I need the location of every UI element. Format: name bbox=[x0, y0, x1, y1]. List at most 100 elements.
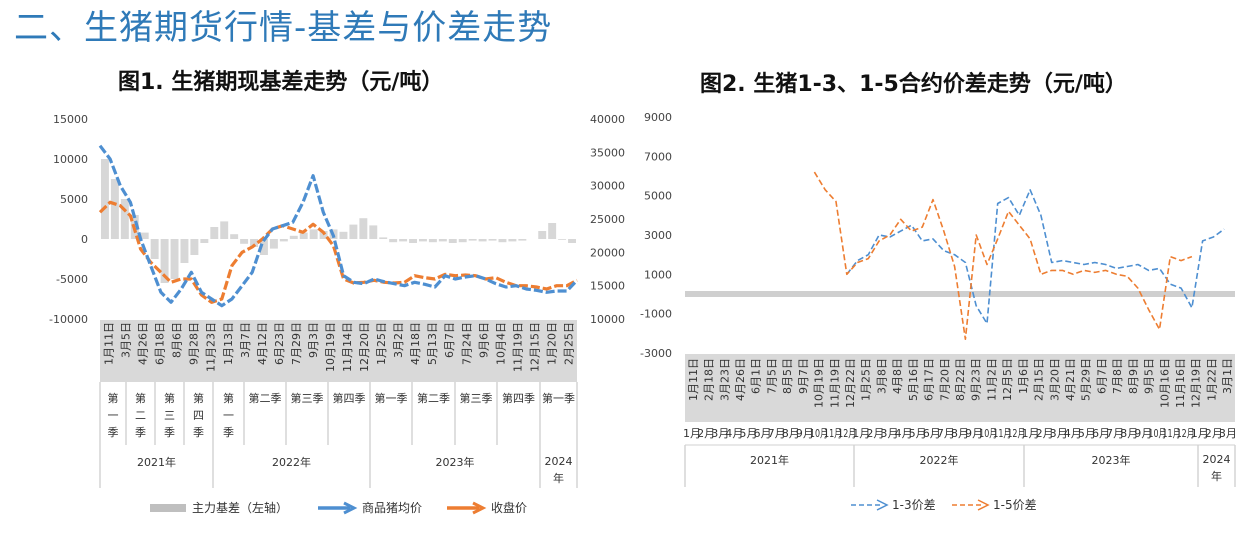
chart2-y-tick: 7000 bbox=[644, 150, 672, 163]
chart1-basis-bar bbox=[369, 225, 378, 239]
chart1-date-label: 6月18日 bbox=[154, 322, 167, 365]
chart1-basis-bar bbox=[428, 239, 437, 243]
chart1-date-label: 3月7日 bbox=[239, 322, 252, 358]
chart2-month-label: 6月 bbox=[923, 427, 941, 440]
chart1-basis-bar bbox=[269, 239, 278, 249]
chart1-hog-price-line bbox=[98, 144, 579, 308]
chart1-basis-bar bbox=[349, 224, 358, 239]
chart1-legend-basis: 主力基差（左轴） bbox=[192, 500, 288, 515]
chart1-legend-basis-swatch bbox=[150, 504, 186, 512]
chart2-legend-1-5-label: 1-5价差 bbox=[993, 498, 1037, 512]
section-title: 二、生猪期货行情-基差与价差走势 bbox=[14, 8, 553, 48]
chart2-year-label: 2023年 bbox=[1092, 453, 1131, 467]
chart2-date-label: 3月23日 bbox=[718, 358, 731, 401]
chart2-date-label: 12月5日 bbox=[1001, 358, 1014, 401]
chart1-quarter-label: 第二季 bbox=[417, 391, 450, 405]
chart2-date-label: 8月9日 bbox=[1127, 358, 1140, 394]
chart2-date-label: 12月22日 bbox=[844, 358, 857, 408]
chart2-month-label: 12月 bbox=[1177, 427, 1195, 440]
chart1-date-label: 6月7日 bbox=[443, 322, 456, 358]
chart2-year-label: 2022年 bbox=[920, 453, 959, 467]
chart2-month-label: 2月 bbox=[1036, 427, 1054, 440]
chart1-yright-tick: 30000 bbox=[590, 180, 625, 193]
chart2-date-label: 2月15日 bbox=[1033, 358, 1046, 401]
chart1-basis-bar bbox=[458, 239, 467, 243]
chart1-yleft-tick: -10000 bbox=[49, 313, 88, 326]
chart1-date-label: 4月12日 bbox=[256, 322, 269, 365]
chart1-date-label: 6月23日 bbox=[273, 322, 286, 365]
chart2-date-label: 7月8日 bbox=[1111, 358, 1124, 394]
chart1-basis-bar bbox=[101, 159, 109, 239]
chart1-yright-tick: 25000 bbox=[590, 213, 625, 226]
chart1-quarter-label: 第一季 bbox=[542, 391, 575, 405]
chart1-date-label: 7月24日 bbox=[460, 322, 473, 365]
chart1-basis-bar bbox=[548, 223, 557, 239]
chart2-month-label: 1月 bbox=[852, 427, 870, 440]
chart1-basis-bar bbox=[210, 227, 219, 239]
chart1-date-label: 9月6日 bbox=[477, 322, 490, 358]
chart1-basis-bar bbox=[568, 239, 576, 243]
chart2-month-label: 5月 bbox=[1078, 427, 1096, 440]
chart2-month-label: 4月 bbox=[895, 427, 913, 440]
chart1-date-label: 12月20日 bbox=[358, 322, 371, 372]
chart2-legend-1-5-arrow bbox=[977, 499, 990, 511]
chart2-month-label: 3月 bbox=[1219, 427, 1237, 440]
chart2-date-label: 5月29日 bbox=[1080, 358, 1093, 401]
chart2-month-label: 2月 bbox=[866, 427, 884, 440]
chart2-date-label: 3月20日 bbox=[1048, 358, 1061, 401]
chart2-month-label: 7月 bbox=[937, 427, 955, 440]
chart2-year-label: 2021年 bbox=[750, 453, 789, 467]
chart2-legend-1-3-label: 1-3价差 bbox=[892, 498, 936, 512]
chart1-basis-bar bbox=[518, 239, 527, 241]
chart1-basis-bar bbox=[299, 232, 308, 239]
chart1-year-label: 2023年 bbox=[436, 455, 475, 469]
chart2-date-label: 3月8日 bbox=[875, 358, 888, 394]
chart1-date-label: 11月23日 bbox=[205, 322, 218, 372]
chart1-date-label: 9月28日 bbox=[188, 322, 201, 365]
chart1-quarter-label: 第四季 bbox=[333, 391, 366, 405]
chart2-date-label: 4月26日 bbox=[734, 358, 747, 401]
chart2-y-tick: 1000 bbox=[644, 268, 672, 281]
chart2-date-label: 6月1日 bbox=[750, 358, 763, 394]
chart1-legend-hog-label: 商品猪均价 bbox=[362, 500, 422, 515]
chart1-basis-bar bbox=[309, 229, 318, 239]
chart1-basis-bar bbox=[389, 239, 398, 243]
chart1-basis-bar bbox=[409, 239, 417, 243]
chart2-date-label: 6月7日 bbox=[1095, 358, 1108, 394]
chart1-yright-tick: 40000 bbox=[590, 113, 625, 126]
chart1-yleft-tick: 15000 bbox=[53, 113, 88, 126]
chart1-legend-close-arrow bbox=[472, 501, 487, 515]
chart2-month-label: 10月 bbox=[810, 427, 828, 440]
chart2-month-label: 8月 bbox=[1120, 427, 1138, 440]
chart1-basis-bar bbox=[220, 221, 229, 239]
chart2-month-label: 6月 bbox=[1092, 427, 1110, 440]
chart1-basis-bar bbox=[419, 239, 427, 242]
chart2-month-label: 11月 bbox=[993, 427, 1011, 440]
chart1-year-label: 2021年 bbox=[137, 455, 176, 469]
chart2-date-label: 8月22日 bbox=[954, 358, 967, 401]
chart2-zero-band bbox=[685, 291, 1235, 297]
chart2-date-label: 1月22日 bbox=[1205, 358, 1218, 401]
chart1-title: 图1. 生猪期现基差走势（元/吨） bbox=[118, 70, 444, 95]
chart2-date-label: 4月8日 bbox=[891, 358, 904, 394]
chart2-date-label: 9月5日 bbox=[1143, 358, 1156, 394]
chart1-basis-bar bbox=[538, 231, 547, 239]
chart2-month-label: 3月 bbox=[880, 427, 898, 440]
chart2-title: 图2. 生猪1-3、1-5合约价差走势（元/吨） bbox=[700, 72, 1127, 97]
chart2-date-label: 7月20日 bbox=[938, 358, 951, 401]
chart1-date-label: 4月26日 bbox=[137, 322, 150, 365]
chart2-year-label: 2024 bbox=[1203, 453, 1231, 466]
chart2-spread-1-3-line bbox=[846, 189, 1225, 325]
chart2-month-label: 2月 bbox=[1205, 427, 1223, 440]
chart1-date-label: 4月18日 bbox=[409, 322, 422, 365]
chart1-quarter-label: 第二季 bbox=[249, 391, 282, 405]
chart1-close-price-line bbox=[98, 200, 578, 304]
chart2-date-band bbox=[685, 354, 1235, 422]
chart2-spread-1-5-line bbox=[813, 171, 1193, 340]
chart1-basis-bar bbox=[279, 239, 288, 242]
chart1-basis-bar bbox=[170, 239, 179, 279]
chart2-month-label: 12月 bbox=[1007, 427, 1025, 440]
chart2-date-label: 4月21日 bbox=[1064, 358, 1077, 401]
